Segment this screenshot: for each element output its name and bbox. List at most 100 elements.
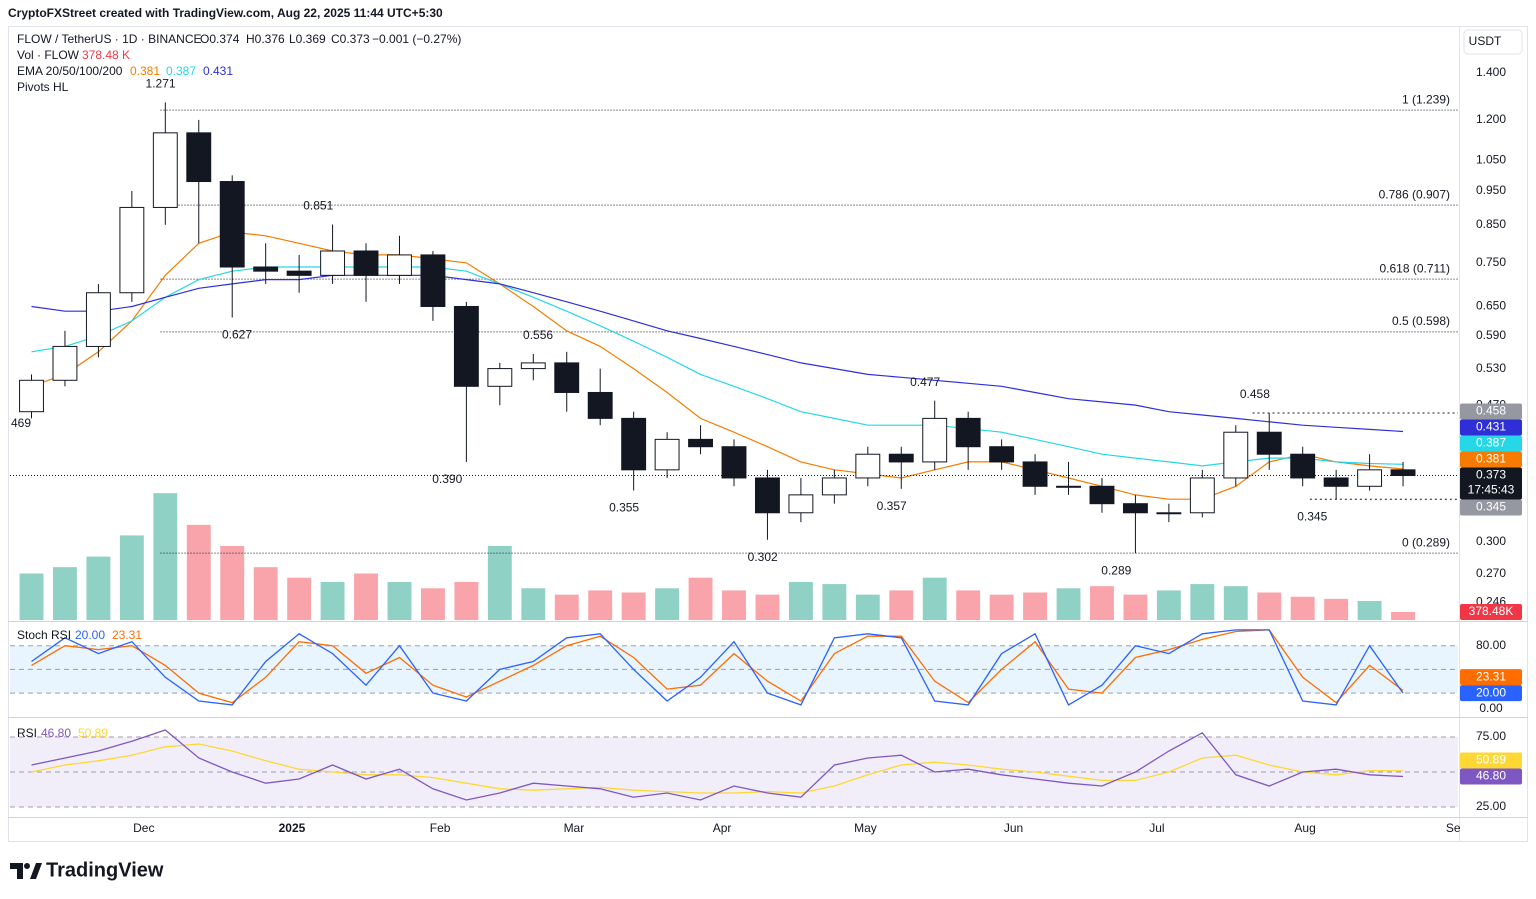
volume-bar: [153, 493, 178, 620]
candle-body: [721, 446, 747, 479]
candle-body: [119, 206, 145, 294]
candle-body: [855, 453, 881, 479]
ema-line: [31, 274, 1404, 433]
price-badge-text: 0.431: [1476, 420, 1506, 434]
volume-bar: [1290, 596, 1315, 620]
rsi-value: 46.80: [41, 726, 71, 740]
candle-body: [554, 362, 580, 393]
indicator-badge-text: 23.31: [1476, 669, 1506, 683]
volume-bar: [521, 588, 546, 620]
ema-value: 0.387: [166, 64, 196, 78]
volume-bar: [1391, 611, 1415, 620]
price-badge-text: 0.387: [1476, 436, 1506, 450]
y-tick-label: 0.850: [1476, 217, 1506, 231]
volume-bar: [1357, 600, 1382, 620]
stoch-title: Stoch RSI: [17, 628, 71, 642]
indicator-line: [31, 629, 1404, 704]
pivot-label: 0.851: [303, 199, 333, 213]
candle-body: [821, 477, 847, 496]
volume-bar: [186, 524, 211, 620]
fib-label: 0.618 (0.711): [1380, 261, 1451, 275]
volume-bar: [1023, 592, 1048, 620]
pivot-label: 469: [11, 416, 31, 430]
volume-bar: [822, 584, 847, 620]
ema-value: 0.381: [130, 64, 160, 78]
indicator-line: [31, 629, 1404, 706]
volume-bar: [755, 594, 780, 620]
volume-bar: [788, 581, 813, 620]
volume-badge: [1460, 603, 1522, 620]
volume-bar: [487, 546, 512, 620]
x-tick-label: Jun: [1004, 821, 1023, 835]
volume-bar: [1190, 584, 1215, 620]
legend: FLOW / TetherUS · 1D · BINANCE O0.374 H0…: [17, 32, 461, 740]
candle-body: [453, 305, 479, 387]
ema-name: EMA 20/50/100/200: [17, 64, 123, 78]
candle-body: [1357, 469, 1383, 487]
symbol: FLOW / TetherUS · 1D · BINANCE: [17, 32, 201, 46]
candle-body: [1256, 431, 1282, 455]
volume-bar: [655, 588, 680, 620]
indicator-badge-text: 46.80: [1476, 769, 1506, 783]
volume-bar: [889, 590, 914, 620]
volume-value: 378.48 K: [82, 48, 130, 62]
candle-body: [253, 266, 279, 272]
plot-area: Dec 2025 Feb Mar Apr May Jun Jul Aug Se 1.400 1.200…: [10, 65, 1522, 835]
pivot-label: 0.289: [1101, 563, 1131, 577]
ohlc: O0.374: [200, 32, 240, 46]
volume-bar: [387, 581, 412, 620]
logo-text: TradingView: [46, 859, 164, 881]
currency-box[interactable]: [1463, 29, 1523, 55]
price-badge: [1460, 419, 1522, 436]
rsi-value: 50.89: [78, 726, 108, 740]
candle-body: [922, 417, 948, 463]
price-badge: [1460, 435, 1522, 452]
fib-label: 1 (1.239): [1402, 92, 1450, 106]
y-tick-label: 1.050: [1476, 153, 1506, 167]
volume-bar: [956, 590, 981, 620]
pivot-label: 0.458: [1240, 387, 1270, 401]
x-tick-label: Mar: [564, 821, 585, 835]
candle-body: [520, 362, 546, 370]
last-price-badge-text: 0.373: [1476, 468, 1506, 482]
x-tick-label: May: [854, 821, 877, 835]
volume-bar: [19, 573, 44, 620]
logo-mark: [30, 863, 42, 879]
volume-bar: [253, 567, 278, 620]
y-tick-label: 0.00: [1479, 701, 1503, 715]
frame: [8, 26, 1528, 842]
candle-body: [1156, 512, 1182, 515]
volume-bar: [922, 577, 947, 620]
y-tick-label: 80.00: [1476, 638, 1506, 652]
volume-bar: [688, 577, 713, 620]
price-badge-text: 0.381: [1476, 452, 1506, 466]
last-price-badge: [1460, 467, 1522, 500]
volume-bar: [1123, 594, 1148, 620]
candle-body: [989, 446, 1015, 463]
price-badge-text: 0.345: [1476, 500, 1506, 514]
volume-bar: [287, 577, 312, 620]
candle-body: [487, 368, 513, 387]
candle-body: [587, 391, 613, 419]
candle-body: [1022, 461, 1048, 487]
candle-body: [353, 250, 379, 276]
price-badge: [1460, 451, 1522, 468]
candle-body: [219, 181, 245, 268]
candle-body: [85, 292, 111, 347]
volume-bar: [1223, 586, 1248, 620]
volume-bar: [454, 581, 479, 620]
candle-body: [955, 417, 981, 448]
currency: USDT: [1469, 34, 1502, 48]
volume-bar: [1056, 588, 1081, 620]
candle-body: [1056, 485, 1081, 488]
volume-bar: [554, 594, 579, 620]
pivot-label: 1.271: [146, 77, 176, 91]
price-badge-text: 0.458: [1476, 404, 1506, 418]
indicator-line: [31, 729, 1404, 801]
candle-body: [1390, 469, 1416, 476]
ema-line: [31, 231, 1404, 500]
pivot-label: 0.477: [910, 375, 940, 389]
rsi-title: RSI: [17, 726, 37, 740]
volume-bar: [420, 588, 445, 620]
